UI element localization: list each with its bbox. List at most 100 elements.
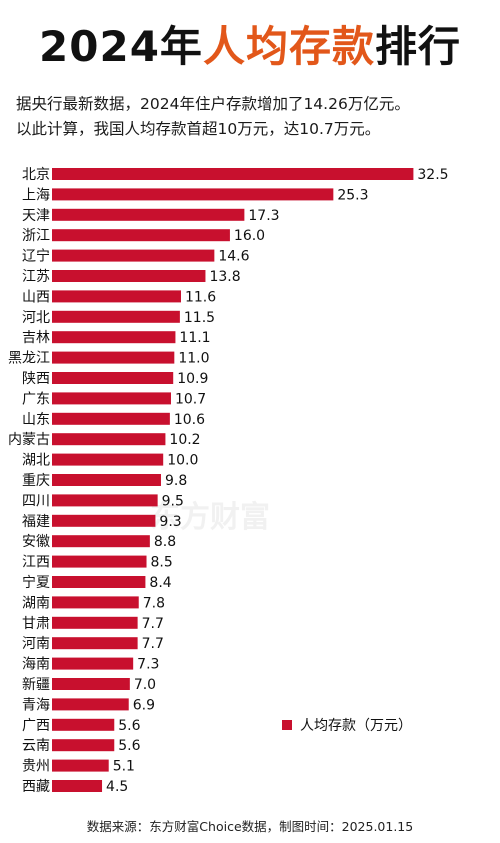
bar [52, 555, 147, 568]
value-label: 7.0 [134, 677, 156, 693]
value-label: 5.6 [118, 718, 140, 734]
category-label: 江西 [22, 555, 50, 571]
subtitle-line-2: 以此计算，我国人均存款首超10万元，达10.7万元。 [16, 120, 381, 138]
value-label: 10.0 [167, 453, 198, 469]
category-label: 湖南 [22, 595, 50, 611]
bar [52, 576, 146, 588]
bar [52, 718, 115, 731]
category-label: 重庆 [22, 473, 50, 489]
category-label: 山东 [22, 412, 50, 428]
value-label: 25.3 [337, 187, 368, 203]
value-label: 9.8 [165, 473, 187, 489]
category-label: 天津 [22, 208, 50, 224]
value-label: 10.2 [169, 432, 200, 448]
category-label: 山西 [22, 289, 50, 305]
category-label: 海南 [22, 657, 50, 673]
category-label: 江苏 [22, 269, 50, 285]
category-label: 辽宁 [22, 248, 50, 265]
category-label: 甘肃 [22, 616, 50, 632]
category-label: 陕西 [22, 371, 50, 387]
value-label: 5.6 [118, 738, 140, 754]
subtitle-line-1: 据央行最新数据，2024年住户存款增加了14.26万亿元。 [16, 95, 410, 113]
category-label: 青海 [22, 697, 50, 713]
bar [52, 331, 176, 344]
value-label: 14.6 [218, 249, 249, 265]
bar [52, 168, 414, 180]
title-year: 2024年 [39, 21, 203, 71]
category-label: 吉林 [22, 330, 50, 346]
bar [52, 310, 180, 323]
title-suffix: 排行 [374, 21, 461, 71]
bar [52, 229, 230, 242]
value-label: 5.1 [113, 759, 135, 775]
bar [52, 290, 181, 303]
bar [52, 739, 115, 752]
bar [52, 678, 130, 690]
value-label: 9.5 [162, 493, 184, 509]
value-label: 7.7 [142, 636, 164, 652]
value-label: 7.3 [137, 657, 159, 673]
value-label: 13.8 [209, 269, 240, 285]
chart-subtitle: 据央行最新数据，2024年住户存款增加了14.26万亿元。 以此计算，我国人均存… [16, 92, 492, 142]
title-highlight: 人均存款 [202, 21, 375, 71]
watermark-logo: 东方财富 [150, 500, 270, 535]
value-label: 11.5 [184, 310, 215, 326]
category-label: 浙江 [22, 228, 50, 244]
category-label: 福建 [22, 514, 50, 530]
category-label: 四川 [22, 493, 50, 509]
value-label: 10.9 [177, 371, 208, 387]
value-label: 11.6 [185, 289, 216, 305]
bar [52, 474, 161, 486]
category-label: 西藏 [22, 779, 50, 795]
data-source-note: 数据来源：东方财富Choice数据，制图时间：2025.01.15 [86, 819, 414, 834]
value-label: 4.5 [106, 779, 128, 795]
bar [52, 392, 171, 405]
bar [52, 372, 174, 384]
value-label: 10.7 [175, 391, 206, 407]
bar [52, 412, 170, 425]
bar [52, 616, 138, 629]
value-label: 32.5 [417, 167, 448, 183]
value-label: 7.7 [142, 616, 164, 632]
value-label: 9.3 [159, 514, 181, 530]
value-label: 17.3 [248, 208, 279, 224]
category-label: 新疆 [22, 677, 50, 693]
bar [52, 698, 129, 711]
bar [52, 637, 138, 650]
bar [52, 208, 245, 221]
bar [52, 596, 139, 609]
bar [52, 514, 156, 527]
value-label: 16.0 [234, 228, 265, 244]
bar [52, 453, 164, 466]
chart-title: 2024年 人均存款 排行 [0, 4, 500, 82]
bar [52, 759, 109, 772]
value-label: 7.8 [143, 595, 165, 611]
value-label: 8.8 [154, 534, 176, 550]
bar [52, 249, 215, 262]
bar [52, 433, 166, 446]
category-label: 黑龙江 [8, 351, 50, 367]
value-label: 10.6 [174, 412, 205, 428]
legend-swatch [282, 720, 292, 730]
bar [52, 188, 334, 201]
category-label: 云南 [22, 738, 50, 754]
chart-legend: 人均存款（万元） [282, 715, 412, 735]
category-label: 湖北 [22, 453, 50, 469]
category-label: 河南 [22, 636, 50, 652]
value-label: 6.9 [133, 697, 155, 713]
bar [52, 657, 134, 670]
bar [52, 494, 158, 507]
bar [52, 270, 206, 282]
category-label: 河北 [22, 310, 50, 326]
legend-label: 人均存款（万元） [300, 718, 412, 734]
bar [52, 780, 103, 792]
category-label: 广西 [22, 718, 50, 734]
category-label: 上海 [22, 187, 50, 203]
bar [52, 351, 175, 364]
category-label: 安徽 [22, 534, 50, 550]
category-label: 贵州 [22, 759, 50, 775]
category-label: 宁夏 [22, 574, 50, 591]
value-label: 8.5 [151, 555, 173, 571]
bar [52, 535, 150, 548]
category-label: 北京 [22, 167, 50, 183]
